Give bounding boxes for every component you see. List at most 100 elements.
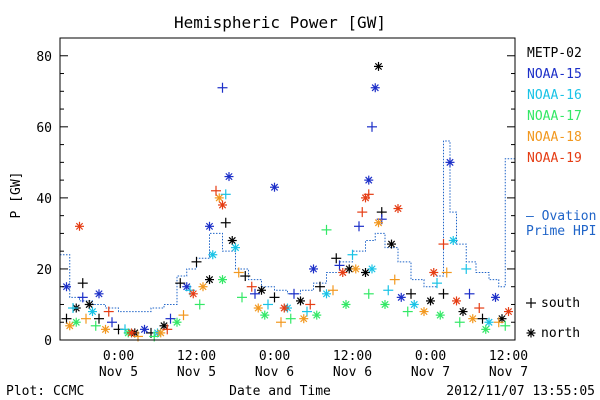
point-noaa-18-north	[65, 321, 75, 331]
x-tick-date-label: Nov 6	[255, 365, 294, 380]
point-noaa-15-north	[364, 175, 374, 185]
point-noaa-19-north	[218, 200, 227, 210]
point-noaa-19-north	[429, 267, 439, 277]
y-tick-label: 80	[36, 50, 52, 65]
point-noaa-17-south	[454, 317, 465, 328]
point-noaa-18-south	[493, 317, 504, 328]
point-noaa-15-south	[107, 317, 117, 328]
point-metp-02-south	[240, 271, 251, 282]
point-noaa-19-north	[127, 328, 136, 338]
point-metp-02-south	[406, 288, 416, 299]
point-noaa-15-south	[77, 292, 88, 303]
y-axis-label: P [GW]	[9, 172, 24, 219]
point-noaa-17-south	[237, 292, 247, 303]
x-tick-time-label: 12:00	[489, 349, 528, 364]
point-noaa-16-south	[220, 189, 231, 200]
point-noaa-17-north	[380, 299, 390, 309]
point-noaa-19-north	[504, 307, 513, 317]
point-noaa-15-north	[270, 182, 279, 192]
point-metp-02-north	[84, 299, 94, 309]
point-noaa-17-north	[71, 317, 81, 327]
point-metp-02-north	[387, 239, 396, 249]
point-noaa-19-north	[75, 221, 84, 231]
chart-title: Hemispheric Power [GW]	[174, 13, 386, 32]
point-noaa-15-south	[250, 288, 260, 299]
point-noaa-19-south	[103, 306, 114, 317]
point-metp-02-south	[94, 313, 104, 324]
point-noaa-17-south	[285, 313, 296, 324]
marker-legend-label: north	[541, 326, 580, 341]
point-noaa-16-south	[263, 299, 273, 310]
point-noaa-17-north	[481, 324, 491, 334]
point-noaa-15-north	[309, 264, 318, 274]
point-noaa-16-north	[208, 250, 218, 260]
point-noaa-15-north	[94, 289, 104, 299]
point-noaa-17-north	[218, 275, 227, 285]
point-metp-02-north	[361, 267, 370, 277]
point-metp-02-north	[257, 285, 266, 295]
point-noaa-19-north	[279, 303, 289, 313]
legend-metp-02: METP-02	[527, 46, 582, 61]
point-noaa-15-north	[445, 157, 455, 167]
marker-legend-south: south	[526, 296, 580, 311]
point-metp-02-north	[374, 61, 383, 71]
point-noaa-15-south	[334, 260, 345, 271]
legend-noaa-16: NOAA-16	[527, 88, 582, 103]
x-tick-date-label: Nov 5	[99, 365, 138, 380]
plot-timestamp: 2012/11/07 13:55:05	[446, 384, 595, 399]
point-metp-02-south	[77, 278, 88, 289]
point-noaa-18-north	[299, 314, 309, 324]
point-noaa-18-north	[198, 282, 208, 292]
point-noaa-18-north	[374, 218, 383, 228]
legend: METP-02 NOAA-15 NOAA-16 NOAA-17 NOAA-18 NOAA-…	[526, 46, 596, 341]
point-noaa-17-north	[172, 317, 182, 327]
point-noaa-18-north	[351, 264, 361, 274]
plot-credit: Plot: CCMC	[6, 384, 84, 399]
point-noaa-16-south	[302, 306, 312, 317]
point-metp-02-south	[191, 256, 202, 267]
point-noaa-17-north	[435, 310, 445, 320]
point-noaa-17-south	[402, 306, 413, 317]
point-noaa-16-north	[88, 307, 97, 317]
point-noaa-19-south	[363, 189, 374, 200]
y-tick-label: 0	[44, 334, 52, 349]
y-tick-label: 60	[36, 121, 52, 136]
point-metp-02-south	[477, 313, 488, 324]
point-noaa-19-north	[338, 267, 348, 277]
point-noaa-18-north	[101, 324, 110, 334]
x-tick-date-label: Nov 7	[489, 365, 528, 380]
point-noaa-18-south	[389, 274, 400, 285]
data-points	[61, 61, 513, 342]
point-metp-02-south	[61, 313, 72, 324]
point-noaa-15-north	[491, 292, 500, 302]
point-metp-02-north	[458, 307, 468, 317]
point-noaa-16-north	[231, 243, 240, 253]
point-noaa-15-north	[140, 324, 149, 334]
point-noaa-18-south	[178, 310, 189, 321]
point-noaa-17-north	[312, 310, 322, 320]
point-metp-02-south	[269, 292, 280, 303]
point-noaa-18-north	[419, 307, 429, 317]
point-noaa-18-north	[468, 314, 478, 324]
point-metp-02-north	[426, 296, 435, 306]
x-tick-time-label: 0:00	[103, 349, 134, 364]
point-noaa-18-south	[441, 267, 452, 278]
y-tick-label: 40	[36, 192, 52, 207]
point-noaa-16-south	[432, 278, 442, 289]
legend-noaa-18: NOAA-18	[527, 130, 582, 145]
point-noaa-17-south	[90, 320, 101, 331]
point-noaa-19-south	[162, 324, 173, 335]
marker-legend-label: south	[541, 296, 580, 311]
point-noaa-15-north	[224, 172, 234, 182]
point-metp-02-north	[296, 296, 305, 306]
ovation-hpi-line	[60, 140, 515, 313]
point-noaa-15-north	[370, 83, 380, 93]
point-noaa-16-south	[68, 303, 78, 314]
point-metp-02-south	[315, 281, 325, 292]
point-noaa-17-south	[321, 224, 332, 235]
x-tick-time-label: 12:00	[333, 349, 372, 364]
y-tick-label: 20	[36, 263, 52, 278]
point-metp-02-south	[331, 253, 342, 264]
point-noaa-19-south	[474, 303, 485, 314]
